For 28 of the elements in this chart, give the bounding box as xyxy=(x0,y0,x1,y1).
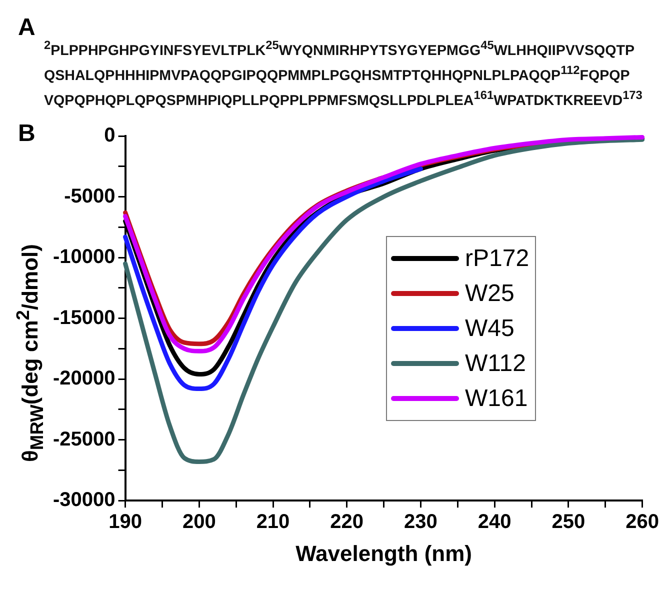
legend-label: W25 xyxy=(465,280,514,308)
x-tick-label: 190 xyxy=(108,511,142,534)
y-tick-label: -30000 xyxy=(52,489,116,512)
x-tick-label: 230 xyxy=(404,511,438,534)
text: A xyxy=(18,14,36,42)
line-series xyxy=(123,137,645,464)
y-tick-label: -20000 xyxy=(52,368,116,390)
x-tick-label: 210 xyxy=(256,511,290,534)
x-tick-label: 250 xyxy=(552,511,586,534)
x-tick-label: 240 xyxy=(478,511,512,534)
legend-label: W161 xyxy=(465,384,528,412)
x-tick-label: 200 xyxy=(182,511,216,534)
y-tick-label: -10000 xyxy=(52,246,116,268)
text: B xyxy=(18,120,36,148)
text: QSHALQPHHHIPMVPAQQPGIPQQPMMPLPGQHSMTPTQHHQPNLPLPAQQP$^{112}$FQPQP xyxy=(44,62,631,86)
line-series xyxy=(123,166,423,392)
legend-label: W45 xyxy=(465,314,514,342)
text: $^{2}$PLPPHPGHPGYINFSYEVLTPLK$^{25}$WYQNMIRHPYTSYGYEPMGG$^{45}$WLHHQIIPVVSQQTP xyxy=(44,37,636,61)
y-tick-label: -25000 xyxy=(52,428,116,450)
legend-label: W112 xyxy=(465,350,526,378)
y-tick-label: 0 xyxy=(104,124,116,147)
x-tick-label: 220 xyxy=(330,511,364,534)
y-tick-label: -15000 xyxy=(52,306,116,329)
x-tick-label: 260 xyxy=(626,511,660,534)
x-axis-title: Wavelength (nm) xyxy=(296,540,472,566)
legend-label: rP172 xyxy=(465,244,530,272)
y-tick-label: -5000 xyxy=(64,185,116,208)
text: VQPQPHQPLQPQSPMHPIQPLLPQPPLPPMFSMQSLLPDLPLEA$^{161}$WPATDKTKREEVD$^{173}$ xyxy=(44,86,642,110)
